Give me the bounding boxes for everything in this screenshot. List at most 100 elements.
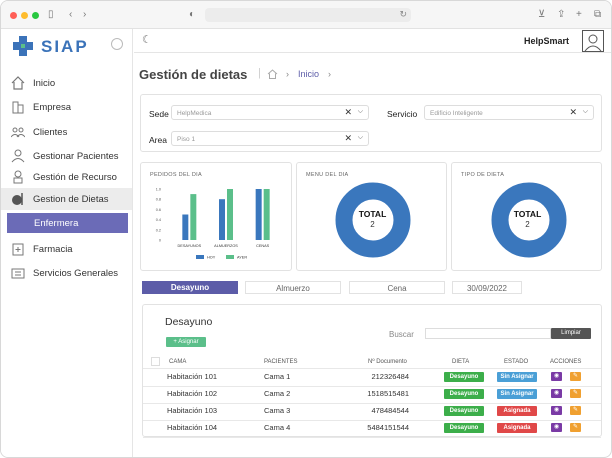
edit-icon[interactable]: ✎ (570, 406, 581, 415)
download-icon[interactable]: ⊻ (538, 9, 546, 20)
cell-documento: 1518515481 (367, 389, 409, 398)
view-icon[interactable]: ◉ (551, 372, 562, 381)
sidebar-item-label: Clientes (33, 127, 68, 138)
pharmacy-icon (12, 243, 24, 256)
zoom-window-button[interactable] (32, 12, 39, 19)
view-icon[interactable]: ◉ (551, 423, 562, 432)
x-tick-label: CENAS (256, 244, 270, 248)
menu-donut (335, 182, 411, 258)
cell-documento: 478484544 (371, 406, 409, 415)
building-icon (12, 101, 24, 114)
status-badge: Sin Asignar (497, 372, 537, 382)
cell-cama: Habitación 102 (167, 389, 218, 398)
sidebar-item-label: Gestionar Pacientes (33, 151, 119, 162)
chevron-down-icon[interactable]: ⌵ (357, 108, 363, 115)
diet-icon (12, 193, 23, 205)
new-tab-icon[interactable]: + (576, 9, 582, 20)
clear-icon[interactable]: ✕ (344, 133, 352, 143)
clear-button[interactable]: Limpiar (551, 328, 591, 339)
address-bar[interactable]: ↻ (205, 8, 411, 22)
sidebar-item-pacientes[interactable]: Gestionar Pacientes (1, 145, 132, 167)
chevron-down-icon[interactable]: ⌵ (357, 134, 363, 141)
x-tick-label: DESAYUNOS (178, 244, 202, 248)
assign-button[interactable]: + Asignar (166, 337, 206, 347)
area-select[interactable]: Piso 1 ✕ ⌵ (171, 131, 369, 146)
sidebar-item-label: Servicios Generales (33, 268, 119, 279)
dark-mode-icon[interactable]: ☾ (142, 34, 152, 46)
sidebar-item-clientes[interactable]: Clientes (1, 121, 132, 143)
edit-icon[interactable]: ✎ (570, 423, 581, 432)
tabs-overview-icon[interactable]: ⧉ (594, 9, 602, 20)
y-tick-label: 0.6 (156, 208, 161, 212)
app-name: SIAP (41, 37, 89, 56)
status-badge: Asignada (497, 406, 537, 416)
bar-hoy (182, 214, 189, 240)
clear-icon[interactable]: ✕ (344, 107, 352, 117)
breadcrumb-chevron-icon: › (328, 69, 331, 79)
menu-card: MENU DEL DIA TOTAL 2 (296, 162, 447, 271)
page-title: Gestión de dietas (139, 67, 248, 82)
browser-toolbar: ▯ ‹ › ◐ ↻ ⊻ ⇪ + ⧉ (1, 1, 611, 29)
sidebar-item-label: Gestion de Dietas (33, 194, 109, 205)
bar-ayer (263, 189, 270, 240)
select-all-checkbox[interactable] (151, 357, 160, 366)
chevron-down-icon[interactable]: ⌵ (582, 108, 588, 115)
bar-hoy (219, 199, 225, 240)
sidebar-toggle-icon[interactable]: ▯ (48, 9, 54, 20)
cell-cama: Habitación 103 (167, 406, 218, 415)
edit-icon[interactable]: ✎ (570, 389, 581, 398)
sidebar-subitem-enfermera[interactable]: Enfermera (7, 213, 128, 233)
legend-label: AYER (237, 256, 247, 260)
header-dieta: DIETA (452, 359, 470, 365)
avatar[interactable] (582, 30, 604, 52)
card-title: MENU DEL DIA (306, 172, 349, 178)
search-input[interactable] (425, 328, 551, 339)
edit-icon[interactable]: ✎ (570, 372, 581, 381)
sidebar-item-servicios[interactable]: Servicios Generales (1, 262, 132, 284)
dieta-badge: Desayuno (444, 423, 484, 433)
resource-icon (13, 170, 23, 184)
tipo-card: TIPO DE DIETA TOTAL 2 (451, 162, 602, 271)
sidebar-subitem-label: Enfermera (34, 218, 79, 229)
siap-logo: SIAP (11, 35, 101, 57)
view-icon[interactable]: ◉ (551, 406, 562, 415)
tab-almuerzo[interactable]: Almuerzo (245, 281, 341, 294)
sidebar-item-inicio[interactable]: Inicio (1, 72, 132, 94)
share-icon[interactable]: ⇪ (557, 9, 566, 20)
date-field[interactable]: 30/09/2022 (452, 281, 522, 294)
breadcrumb-home-icon[interactable] (267, 69, 278, 79)
sidebar-item-label: Gestión de Recurso (33, 172, 117, 183)
dieta-badge: Desayuno (444, 372, 484, 382)
tab-desayuno[interactable]: Desayuno (142, 281, 238, 294)
breadcrumb[interactable]: Inicio (298, 69, 320, 79)
sede-select[interactable]: HelpMedica ✕ ⌵ (171, 105, 369, 120)
minimize-window-button[interactable] (21, 12, 28, 19)
clear-icon[interactable]: ✕ (569, 107, 577, 117)
sidebar-item-label: Farmacia (33, 244, 73, 255)
servicio-select[interactable]: Edificio Inteligente ✕ ⌵ (424, 105, 594, 120)
header-cama: CAMA (169, 359, 187, 365)
y-tick-label: 0.8 (156, 198, 161, 202)
sidebar-item-farmacia[interactable]: Farmacia (1, 238, 132, 260)
dieta-badge: Desayuno (444, 406, 484, 416)
pedidos-card: PEDIDOS DEL DIA 0 0.2 0.4 0.6 0.8 1.0 DESAYUNO… (140, 162, 292, 271)
bar-ayer (190, 194, 197, 240)
cell-documento: 212326484 (371, 372, 409, 381)
back-icon[interactable]: ‹ (69, 9, 73, 20)
filters-panel (140, 94, 602, 152)
reload-icon[interactable]: ↻ (399, 9, 407, 19)
legend-swatch (196, 255, 204, 259)
cell-cama: Habitación 104 (167, 423, 218, 432)
y-tick-label: 1.0 (156, 188, 161, 192)
sidebar-item-empresa[interactable]: Empresa (1, 96, 132, 118)
sidebar-item-recurso[interactable]: Gestión de Recurso (1, 166, 132, 188)
tab-cena[interactable]: Cena (349, 281, 445, 294)
patient-icon (11, 149, 25, 163)
close-window-button[interactable] (10, 12, 17, 19)
view-icon[interactable]: ◉ (551, 389, 562, 398)
forward-icon[interactable]: › (83, 9, 87, 20)
settings-icon[interactable] (111, 38, 123, 50)
pedidos-chart: 0 0.2 0.4 0.6 0.8 1.0 DESAYUNOS ALMUERZOS CENAS H… (156, 188, 270, 260)
breadcrumb-separator: | (258, 67, 261, 79)
sidebar-item-dietas[interactable]: Gestion de Dietas (1, 188, 132, 210)
